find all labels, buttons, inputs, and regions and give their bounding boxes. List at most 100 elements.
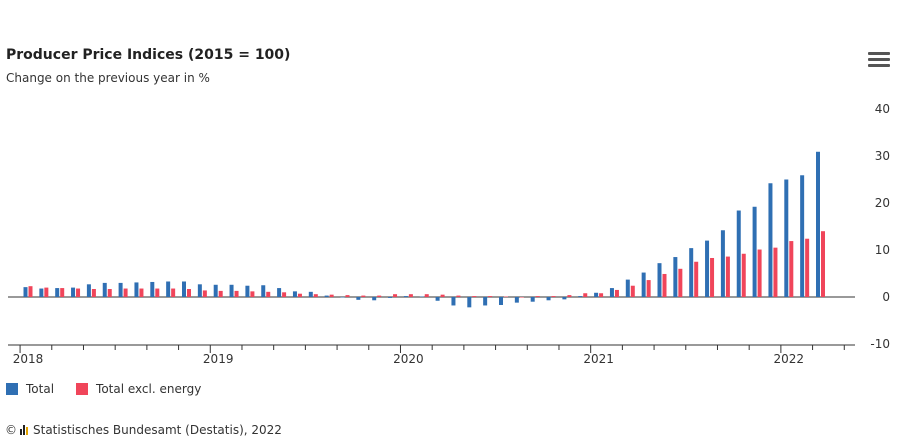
bar-total <box>356 297 361 300</box>
bar-excl-energy <box>789 241 794 297</box>
bar-excl-energy <box>504 296 508 298</box>
bar-excl-energy <box>345 295 350 297</box>
bar-total <box>419 296 424 298</box>
bar-total <box>39 288 44 297</box>
y-tick-label: 40 <box>875 102 890 116</box>
bar-total <box>609 288 614 297</box>
bar-total <box>768 183 773 297</box>
credit-line: © Statistisches Bundesamt (Destatis), 20… <box>5 423 282 437</box>
bar-total <box>229 284 234 297</box>
legend-label-excl-energy: Total excl. energy <box>96 382 202 396</box>
bar-excl-energy <box>250 291 255 297</box>
hamburger-menu-icon[interactable] <box>868 52 890 72</box>
bar-excl-energy <box>741 253 746 297</box>
bar-excl-energy <box>266 291 271 297</box>
bar-excl-energy <box>424 294 429 297</box>
bar-total <box>166 281 171 297</box>
bar-total <box>594 292 599 297</box>
bar-excl-energy <box>408 294 413 297</box>
bar-excl-energy <box>757 249 762 297</box>
bar-excl-energy <box>282 292 287 297</box>
bar-excl-energy <box>599 293 604 297</box>
bar-excl-energy <box>202 290 207 297</box>
bar-total <box>403 296 408 297</box>
legend-label-total: Total <box>26 382 55 396</box>
bar-total <box>245 285 250 297</box>
bar-excl-energy <box>646 280 651 297</box>
bar-total <box>340 297 345 298</box>
bar-total <box>752 206 757 297</box>
bar-total <box>816 151 820 297</box>
bar-total <box>514 297 519 303</box>
bar-total <box>578 296 583 297</box>
bar-excl-energy <box>187 289 191 297</box>
bar-total <box>689 248 694 297</box>
bar-total <box>530 297 535 302</box>
bar-excl-energy <box>139 288 144 297</box>
x-tick-label: 2020 <box>393 352 424 366</box>
bar-excl-energy <box>171 288 176 297</box>
bar-total <box>277 288 282 297</box>
bar-excl-energy <box>313 294 318 297</box>
bar-total <box>55 288 60 297</box>
y-tick-label: 30 <box>875 149 890 163</box>
y-tick-label: 0 <box>882 290 890 304</box>
bar-excl-energy <box>329 294 334 297</box>
bar-excl-energy <box>123 288 128 297</box>
bar-total <box>499 297 503 305</box>
bar-total <box>213 284 218 297</box>
bar-total <box>118 282 123 297</box>
bar-excl-energy <box>583 293 588 297</box>
bar-excl-energy <box>107 289 112 297</box>
bar-total <box>784 179 789 297</box>
bar-total <box>134 282 139 297</box>
bar-excl-energy <box>773 247 778 297</box>
bar-total <box>800 175 805 297</box>
legend-swatch-total <box>6 383 18 395</box>
bar-excl-energy <box>44 287 49 297</box>
bar-excl-energy <box>155 288 160 297</box>
legend-item-excl-energy[interactable]: Total excl. energy <box>76 382 201 396</box>
bar-excl-energy <box>361 295 366 297</box>
bar-total <box>102 282 107 297</box>
bar-excl-energy <box>678 268 683 297</box>
bar-excl-energy <box>614 289 619 297</box>
bar-total <box>71 287 76 297</box>
bar-total <box>86 284 91 297</box>
chart-subtitle: Change on the previous year in % <box>6 71 210 85</box>
bar-excl-energy <box>725 256 730 297</box>
y-tick-label: 20 <box>875 196 890 210</box>
bar-excl-energy <box>377 295 382 297</box>
bar-excl-energy <box>805 238 810 297</box>
bar-excl-energy <box>76 288 81 297</box>
bar-excl-energy <box>519 297 524 298</box>
legend-item-total[interactable]: Total <box>6 382 54 396</box>
bar-total <box>435 297 440 301</box>
bar-excl-energy <box>710 257 715 297</box>
bar-total <box>292 291 297 297</box>
bar-total <box>261 285 266 297</box>
bar-excl-energy <box>297 293 302 297</box>
bar-excl-energy <box>456 295 461 297</box>
bar-excl-energy <box>567 295 572 297</box>
legend-swatch-excl-energy <box>76 383 89 395</box>
bar-excl-energy <box>472 296 477 297</box>
bar-total <box>197 284 202 297</box>
y-tick-label: 10 <box>875 243 890 257</box>
bar-excl-energy <box>535 296 540 297</box>
bar-total <box>150 281 155 297</box>
x-tick-label: 2019 <box>203 352 234 366</box>
bar-excl-energy <box>551 296 556 297</box>
bar-total <box>23 287 28 297</box>
bar-total <box>372 297 377 301</box>
bar-excl-energy <box>662 273 667 297</box>
bar-total <box>467 297 472 308</box>
bar-total <box>483 297 488 306</box>
x-tick-label: 2022 <box>774 352 805 366</box>
destatis-logo-icon <box>20 425 28 435</box>
bar-total <box>182 281 186 297</box>
chart-legend: Total Total excl. energy <box>6 382 201 396</box>
chart-title: Producer Price Indices (2015 = 100) <box>6 47 291 63</box>
bar-total <box>625 279 630 297</box>
